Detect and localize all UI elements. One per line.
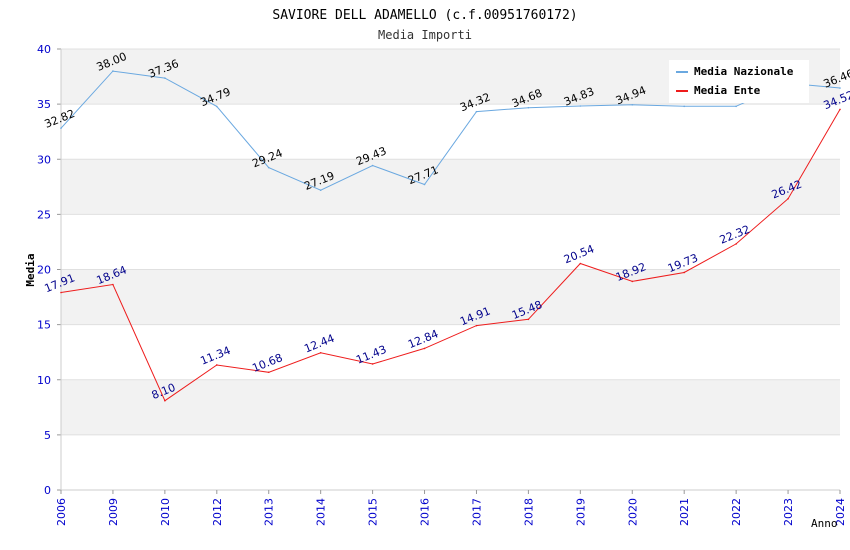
data-point-media-ente: [216, 364, 218, 366]
x-axis-label: Anno: [811, 517, 838, 530]
y-tick-label: 25: [37, 208, 51, 221]
legend: Media Nazionale Media Ente: [669, 60, 809, 103]
x-tick-label: 2021: [678, 498, 691, 526]
data-point-media-ente: [319, 352, 322, 354]
y-tick-labels: 0 5 10 15 20 25 30 35 40: [37, 43, 51, 497]
data-point-media-ente: [631, 280, 634, 283]
data-point-media-ente: [787, 197, 789, 200]
y-tick-label: 10: [37, 374, 51, 387]
x-tick-label: 2022: [730, 498, 743, 526]
data-point-media-nazionale: [579, 105, 582, 107]
data-point-media-ente: [527, 318, 530, 321]
data-point-media-ente: [423, 347, 426, 350]
y-tick-label: 5: [44, 429, 51, 442]
chart-title: SAVIORE DELL ADAMELLO (c.f.00951760172): [272, 8, 577, 23]
data-point-media-nazionale: [423, 183, 426, 186]
y-tick-label: 15: [37, 319, 51, 332]
background-bands: [61, 49, 840, 435]
data-label-media-ente: 11.43: [354, 343, 388, 367]
data-point-media-nazionale: [683, 105, 685, 108]
grid-band: [61, 379, 840, 435]
data-point-media-ente: [683, 271, 685, 274]
legend-label-media-ente: Media Ente: [694, 84, 761, 97]
data-point-media-ente: [371, 363, 374, 365]
data-point-media-ente: [60, 291, 62, 294]
data-point-media-nazionale: [839, 87, 841, 89]
y-tick-label: 0: [44, 484, 51, 497]
x-tick-labels: 2006 2009 2010 2012 2013 2014 2015 2016 2017 2018…: [55, 490, 847, 526]
data-label-media-ente: 12.44: [302, 332, 336, 356]
data-point-media-nazionale: [735, 105, 737, 108]
data-label-media-ente: 22.32: [718, 223, 752, 247]
x-tick-label: 2010: [159, 498, 172, 526]
legend-box: [669, 60, 809, 103]
series-line-media-nazionale: [60, 70, 841, 191]
x-tick-label: 2014: [315, 498, 328, 526]
x-tick-label: 2009: [107, 498, 120, 526]
data-label-media-ente: 20.54: [562, 242, 596, 266]
data-point-media-nazionale: [267, 166, 270, 169]
x-tick-label: 2017: [470, 498, 483, 526]
data-point-media-nazionale: [319, 189, 322, 192]
x-tick-label: 2024: [834, 498, 847, 526]
data-point-media-nazionale: [216, 105, 218, 108]
x-tick-label: 2006: [55, 498, 68, 526]
y-axis-label: Media: [24, 253, 37, 286]
grid-band: [61, 269, 840, 325]
data-label-media-ente: 10.68: [250, 351, 284, 375]
series-line-media-ente: [60, 109, 841, 402]
data-point-media-ente: [579, 262, 582, 265]
data-point-media-ente: [735, 243, 737, 245]
y-tick-label: 20: [37, 264, 51, 277]
data-point-media-ente: [112, 283, 114, 286]
x-tick-label: 2012: [211, 498, 224, 526]
x-tick-label: 2013: [263, 498, 276, 526]
y-tick-label: 30: [37, 153, 51, 166]
data-point-media-ente: [267, 371, 270, 374]
x-tick-label: 2016: [419, 498, 432, 526]
x-tick-label: 2020: [626, 498, 639, 526]
data-point-media-nazionale: [371, 164, 374, 167]
data-point-media-ente: [475, 324, 478, 327]
y-tick-label: 35: [37, 98, 51, 111]
y-tick-label: 40: [37, 43, 51, 56]
data-point-media-nazionale: [527, 106, 530, 109]
data-point-media-nazionale: [112, 70, 114, 72]
grid-band: [61, 159, 840, 215]
x-tick-label: 2018: [522, 498, 535, 526]
x-tick-label: 2015: [367, 498, 380, 526]
x-tick-label: 2019: [574, 498, 587, 526]
data-point-media-nazionale: [631, 103, 634, 106]
data-point-media-nazionale: [60, 127, 62, 129]
data-point-media-ente: [839, 108, 841, 111]
data-point-media-nazionale: [164, 77, 166, 79]
x-tick-label: 2023: [782, 498, 795, 526]
data-label-media-ente: 11.34: [198, 344, 232, 368]
chart-subtitle: Media Importi: [378, 28, 472, 42]
data-point-media-ente: [164, 399, 166, 402]
data-label-media-ente: 12.84: [406, 327, 440, 351]
axes: [60, 49, 840, 491]
legend-label-media-nazionale: Media Nazionale: [694, 65, 794, 78]
data-point-media-nazionale: [475, 110, 478, 113]
